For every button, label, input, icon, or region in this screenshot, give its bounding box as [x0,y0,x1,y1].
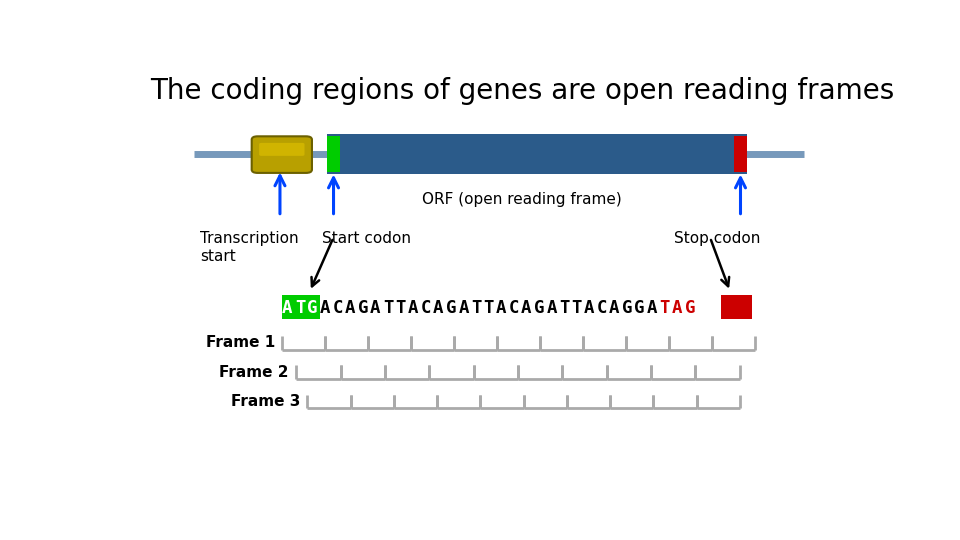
Text: G: G [684,299,695,317]
Text: T: T [295,299,305,317]
Text: A: A [609,299,619,317]
Text: G: G [445,299,456,317]
Text: A: A [546,299,557,317]
Text: Transcription
start: Transcription start [201,231,299,264]
Text: Start codon: Start codon [323,231,412,246]
Text: Frame 1: Frame 1 [205,335,275,350]
Text: A: A [672,299,683,317]
Bar [326,134,747,174]
Text: T: T [470,299,481,317]
Text: C: C [332,299,343,317]
Text: C: C [596,299,607,317]
Text: T: T [484,299,493,317]
Text: T: T [559,299,569,317]
Text: T: T [660,299,670,317]
Text: Frame 2: Frame 2 [220,364,289,380]
Text: A: A [371,299,381,317]
Text: A: A [433,299,444,317]
Text: A: A [320,299,330,317]
Bar [282,295,320,319]
FancyBboxPatch shape [252,136,312,173]
Text: T: T [396,299,406,317]
Text: Stop codon: Stop codon [674,231,760,246]
Text: A: A [282,299,293,317]
Text: Frame 3: Frame 3 [230,394,300,409]
Text: G: G [358,299,368,317]
Text: G: G [307,299,318,317]
Text: T: T [383,299,394,317]
Text: A: A [584,299,594,317]
Bar [733,136,747,172]
FancyBboxPatch shape [259,143,304,156]
Text: A: A [496,299,507,317]
Text: C: C [509,299,519,317]
Text: The coding regions of genes are open reading frames: The coding regions of genes are open rea… [150,77,894,105]
Bar [326,136,340,172]
Text: ORF (open reading frame): ORF (open reading frame) [421,192,622,207]
Text: A: A [521,299,532,317]
Bar [721,295,753,319]
Text: A: A [647,299,658,317]
Text: T: T [571,299,582,317]
Text: G: G [534,299,544,317]
Text: A: A [345,299,355,317]
Text: A: A [458,299,468,317]
Text: G: G [635,299,645,317]
Text: G: G [622,299,633,317]
Text: A: A [408,299,419,317]
Text: C: C [420,299,431,317]
